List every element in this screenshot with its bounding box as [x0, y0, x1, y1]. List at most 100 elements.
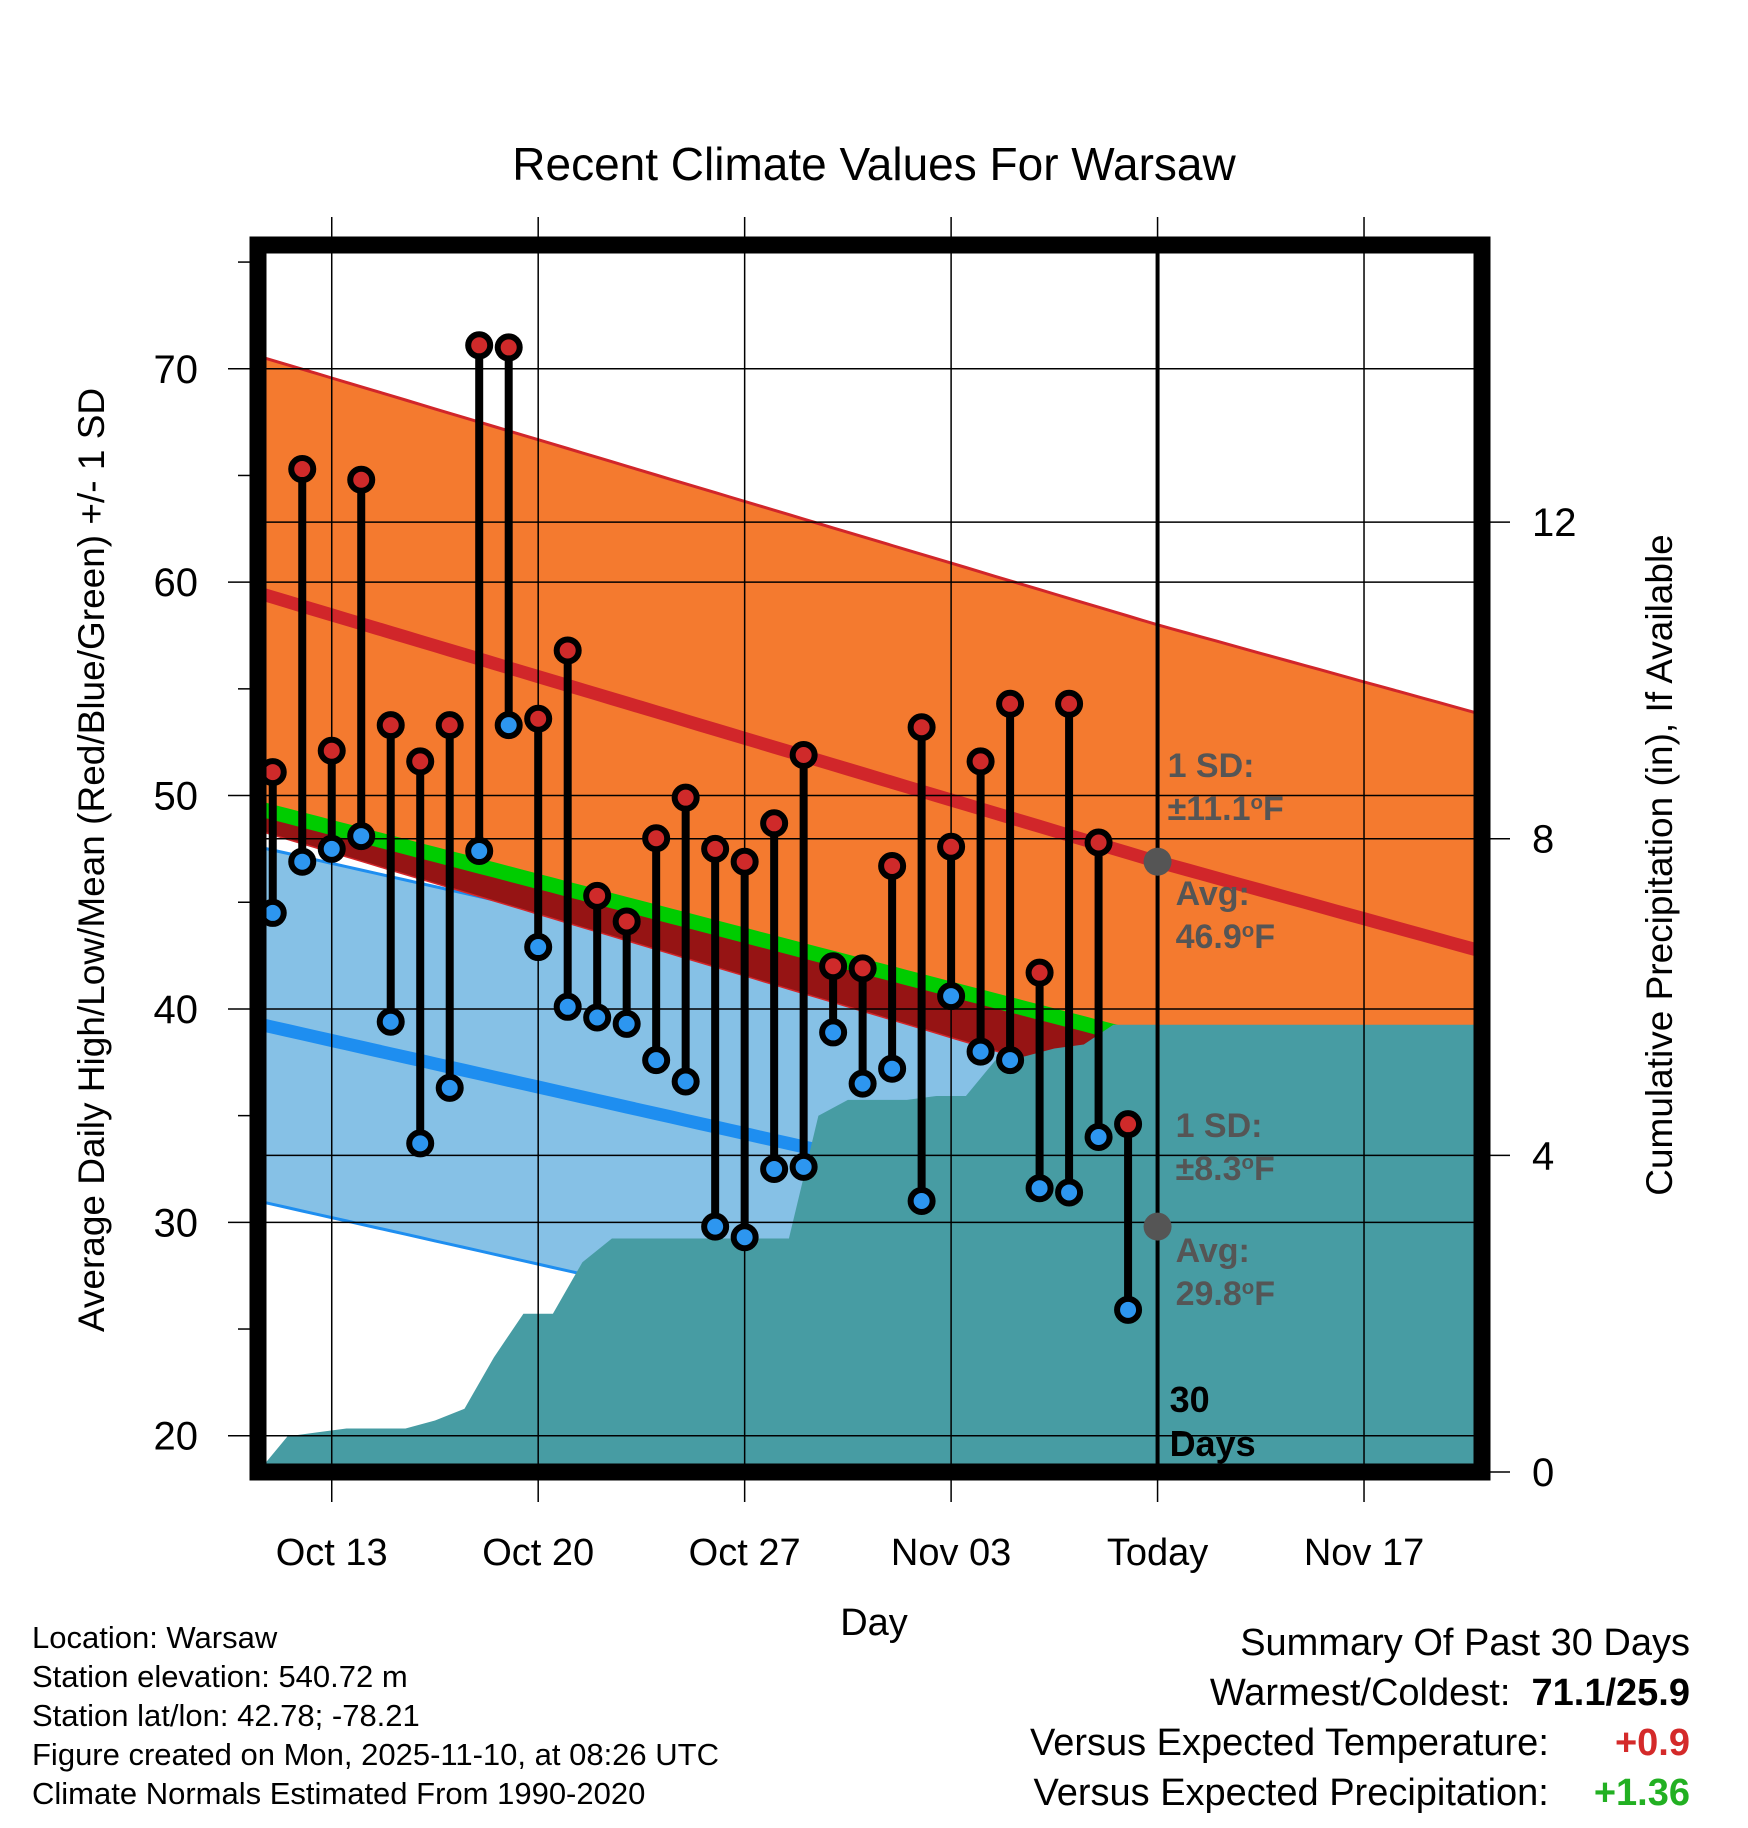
annotations: 1 SD: ±11.1oF Avg: 46.9oF 1 SD: ±8.3oF Avg: 29.… [1168, 747, 1284, 1464]
daily-low-point [406, 1129, 435, 1158]
daily-marks [258, 331, 1172, 1324]
daily-low-point [1025, 1174, 1054, 1203]
daily-high-point [612, 907, 641, 936]
daily-high-point [671, 783, 700, 812]
station-info: Location: Warsaw Station elevation: 540.… [32, 1618, 719, 1813]
y2-tick-label: 4 [1532, 1134, 1554, 1178]
daily-low-point [612, 1009, 641, 1038]
daily-low-point [701, 1212, 730, 1241]
x-axis-label: Day [840, 1602, 908, 1644]
temp-label: Versus Expected Temperature: [1029, 1722, 1549, 1764]
latlon-text: Station lat/lon: 42.78; -78.21 [32, 1698, 420, 1733]
x-tick-label: Oct 27 [689, 1532, 801, 1574]
high-avg-label: Avg: [1176, 875, 1250, 913]
y-tick-label: 40 [154, 988, 199, 1032]
days-count: 30 [1170, 1379, 1210, 1420]
location-text: Location: Warsaw [32, 1620, 278, 1655]
y2-tick-label: 8 [1532, 818, 1554, 862]
daily-low-point [465, 837, 494, 866]
daily-high-point [524, 704, 553, 733]
daily-high-point [701, 834, 730, 863]
daily-high-point [553, 636, 582, 665]
daily-low-point [1055, 1178, 1084, 1207]
x-tick-label: Oct 13 [276, 1532, 388, 1574]
precip-value: +1.36 [1593, 1772, 1690, 1814]
normal-high-line [256, 586, 1484, 958]
daily-high-point [1025, 958, 1054, 987]
daily-high-point [347, 465, 376, 494]
daily-low-point [848, 1069, 877, 1098]
daily-high-point [760, 809, 789, 838]
daily-low-point [494, 711, 523, 740]
daily-low-point [878, 1054, 907, 1083]
daily-high-point [317, 736, 346, 765]
y2-tick-label: 0 [1532, 1451, 1554, 1495]
warmest-coldest-value: 71.1/25.9 [1531, 1672, 1690, 1714]
daily-low-point [937, 982, 966, 1011]
normals-text: Climate Normals Estimated From 1990-2020 [32, 1776, 646, 1811]
y-tick-label: 60 [154, 561, 199, 605]
high-band-upper-edge [257, 354, 1483, 716]
daily-low-point [642, 1046, 671, 1075]
daily-high-point [789, 741, 818, 770]
elevation-text: Station elevation: 540.72 m [32, 1659, 408, 1694]
daily-low-point [1084, 1122, 1113, 1151]
x-tick-label: Today [1107, 1532, 1208, 1574]
daily-low-point [435, 1073, 464, 1102]
daily-low-point [553, 992, 582, 1021]
daily-high-point [966, 747, 995, 776]
low-sd-value: ±8.3oF [1176, 1150, 1275, 1188]
low-sd-label: 1 SD: [1176, 1107, 1263, 1145]
daily-high-point [907, 713, 936, 742]
normal-bands [256, 354, 1484, 1474]
summary-title: Summary Of Past 30 Days [1240, 1622, 1690, 1664]
daily-high-point [406, 747, 435, 776]
daily-high-point [465, 331, 494, 360]
high-sd-label: 1 SD: [1168, 747, 1255, 785]
temp-value: +0.9 [1614, 1722, 1690, 1764]
y-tick-label: 50 [154, 775, 199, 819]
summary-row-precip: Versus Expected Precipitation: +1.36 [1030, 1768, 1690, 1818]
daily-high-point [288, 455, 317, 484]
daily-high-point [937, 832, 966, 861]
daily-low-point [671, 1067, 700, 1096]
summary-panel: Summary Of Past 30 Days Warmest/Coldest:… [1030, 1618, 1690, 1818]
daily-high-point [730, 847, 759, 876]
daily-high-point [878, 851, 907, 880]
daily-low-point [524, 933, 553, 962]
daily-low-point [317, 834, 346, 863]
daily-low-point [730, 1223, 759, 1252]
daily-low-point [907, 1186, 936, 1215]
daily-low-point [760, 1154, 789, 1183]
daily-low-point [966, 1037, 995, 1066]
x-tick-label: Nov 03 [891, 1532, 1011, 1574]
today-normal-low-dot [1143, 1212, 1172, 1241]
precip-label: Versus Expected Precipitation: [1033, 1772, 1549, 1814]
daily-high-point [435, 711, 464, 740]
low-avg-label: Avg: [1176, 1232, 1250, 1270]
days-label: Days [1170, 1423, 1256, 1464]
daily-high-point [1084, 828, 1113, 857]
high-avg-value: 46.9oF [1176, 918, 1275, 956]
precip-area [258, 1024, 1482, 1472]
daily-low-point [996, 1046, 1025, 1075]
low-avg-value: 29.8oF [1176, 1275, 1275, 1313]
daily-high-point [376, 711, 405, 740]
y-axis-label: Average Daily High/Low/Mean (Red/Blue/Gr… [71, 388, 112, 1332]
daily-high-point [996, 689, 1025, 718]
daily-low-point [789, 1152, 818, 1181]
y-tick-label: 70 [154, 348, 199, 392]
daily-low-point [347, 822, 376, 851]
y-tick-label: 20 [154, 1415, 199, 1459]
daily-high-point [642, 824, 671, 853]
summary-row-temp: Versus Expected Temperature: +0.9 [1030, 1718, 1690, 1768]
high-sd-value: ±11.1oF [1168, 790, 1284, 828]
daily-high-point [1055, 689, 1084, 718]
daily-high-point [819, 952, 848, 981]
y2-axis-label: Cumulative Precipitation (in), If Availa… [1639, 534, 1680, 1196]
daily-high-point [1114, 1110, 1143, 1139]
daily-low-point [819, 1018, 848, 1047]
daily-low-point [288, 847, 317, 876]
x-tick-label: Oct 20 [482, 1532, 594, 1574]
